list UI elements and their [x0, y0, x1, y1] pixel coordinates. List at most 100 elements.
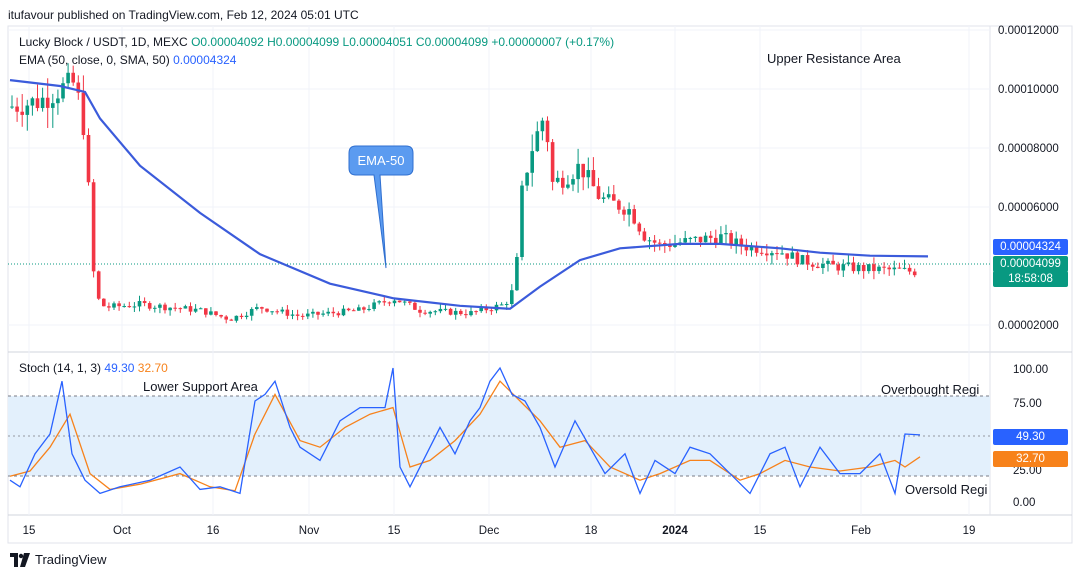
candle-body [770, 253, 774, 256]
callout-text: EMA-50 [358, 153, 405, 168]
candle-body [622, 209, 626, 215]
candle-body [596, 186, 601, 199]
candle-body [856, 265, 861, 272]
time-axis-labels: 15 Oct 16 Nov 15 Dec 18 2024 15 Feb 19 [23, 525, 976, 537]
candle-body [555, 177, 560, 182]
candle-body [367, 308, 371, 310]
price-tick: 0.00008000 [998, 143, 1059, 155]
candle-body [290, 314, 295, 316]
candle-body [249, 308, 254, 316]
candle-body [688, 237, 693, 239]
candle-body [178, 308, 183, 310]
candle-body [739, 238, 744, 247]
candle-body [66, 72, 70, 84]
candle-body [510, 290, 514, 305]
candle-body [550, 142, 555, 182]
candle-body [642, 231, 647, 241]
candle-body [91, 182, 96, 272]
candle-body [265, 308, 269, 312]
candle-body [321, 313, 325, 315]
stoch-legend-label: Stoch (14, 1, 3) [19, 361, 102, 375]
time-tick: 2024 [662, 525, 688, 537]
candle-body [336, 313, 341, 316]
time-tick: 15 [23, 525, 36, 537]
ohlc-values: O0.00004092 H0.00004099 L0.00004051 C0.0… [191, 35, 615, 49]
candle-body [754, 245, 759, 253]
candle-body [698, 236, 703, 243]
callout-shape [348, 145, 414, 269]
candle-body [163, 304, 167, 311]
candle-body [887, 267, 891, 270]
oversold-label: Oversold Regi [905, 482, 988, 497]
candle-body [147, 303, 152, 309]
candle-body [729, 233, 733, 245]
candle-body [275, 311, 279, 313]
time-tick: Feb [851, 525, 871, 537]
candle-body [402, 301, 407, 303]
ema-callout: EMA-50 [348, 145, 414, 269]
ema-50-line [9, 79, 929, 310]
last-price-tag: 0.00004099 [993, 256, 1068, 272]
stoch-axis-labels: 100.00 75.00 25.00 0.00 [1013, 364, 1048, 509]
time-tick: Dec [479, 525, 500, 537]
candle-body [627, 209, 631, 215]
price-gridlines [8, 29, 990, 326]
candle-body [765, 253, 769, 256]
candle-body [96, 271, 101, 299]
candle-body [234, 315, 239, 321]
ema-legend-value: 0.00004324 [173, 53, 237, 67]
candle-body [867, 264, 871, 272]
candle-body [780, 253, 784, 255]
candle-body [260, 307, 264, 309]
candle-body [606, 194, 611, 198]
candle-body [836, 264, 840, 271]
candle-body [464, 314, 468, 316]
candle-body [346, 308, 351, 311]
candle-body [851, 262, 856, 272]
candle-body [540, 120, 545, 132]
candle-body [397, 300, 402, 303]
symbol-title[interactable]: Lucky Block / USDT, 1D, MEXC [19, 35, 188, 49]
ema-legend[interactable]: EMA (50, close, 0, SMA, 50) 0.00004324 [19, 53, 236, 67]
candle-body [158, 304, 162, 308]
candle-body [122, 306, 126, 308]
candle-body [413, 302, 417, 310]
price-tick: 0.00012000 [998, 25, 1059, 37]
candles [10, 63, 917, 324]
tradingview-watermark[interactable]: TradingView [10, 552, 107, 567]
candle-body [515, 256, 519, 291]
stoch-k-line [9, 366, 921, 496]
candle-body [311, 311, 315, 314]
published-line: itufavour published on TradingView.com, … [8, 8, 359, 22]
price-tick: 0.00010000 [998, 84, 1059, 96]
candle-body [453, 310, 458, 315]
candle-body [744, 246, 749, 251]
candle-body [142, 301, 147, 304]
candle-body [244, 315, 249, 318]
candle-body [520, 185, 524, 257]
candle-body [433, 311, 438, 313]
candle-body [897, 267, 902, 269]
candle-body [428, 311, 432, 314]
candle-body [668, 245, 672, 247]
candle-body [902, 267, 907, 269]
candle-body [846, 262, 851, 265]
candle-body [198, 308, 203, 310]
candle-body [821, 263, 825, 269]
time-tick: 16 [207, 525, 220, 537]
candle-body [601, 197, 606, 199]
candle-body [71, 72, 75, 83]
candle-body [214, 311, 218, 316]
stoch-k-tag: 49.30 [993, 429, 1068, 445]
price-axis-labels: 0.00012000 0.00010000 0.00008000 0.00006… [998, 25, 1059, 332]
candle-body [469, 311, 473, 316]
candle-body [703, 235, 708, 243]
candle-body [489, 310, 494, 312]
candle-body [831, 260, 835, 265]
stoch-tick: 25.00 [1013, 465, 1042, 477]
candle-body [10, 106, 14, 108]
candle-body [86, 135, 91, 183]
stoch-legend[interactable]: Stoch (14, 1, 3) 49.30 32.70 [19, 361, 168, 375]
